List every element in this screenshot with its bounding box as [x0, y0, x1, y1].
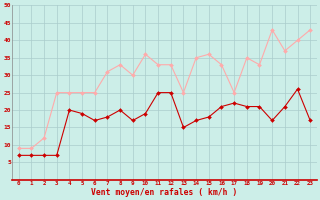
X-axis label: Vent moyen/en rafales ( km/h ): Vent moyen/en rafales ( km/h ) — [91, 188, 237, 197]
